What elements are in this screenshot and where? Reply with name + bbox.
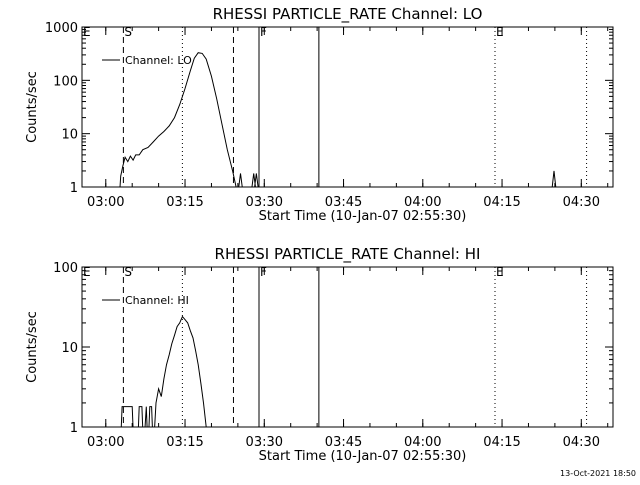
marker-label: E bbox=[496, 265, 504, 279]
marker-label: F bbox=[260, 25, 267, 39]
y-axis-label: Counts/sec bbox=[25, 71, 40, 143]
x-tick-label: 03:30 bbox=[246, 435, 283, 450]
chart-panel-1: RHESSI PARTICLE_RATE Channel: LO 1 10 100 10… bbox=[25, 5, 614, 224]
series-spike bbox=[238, 173, 243, 187]
footer-timestamp: 13-Oct-2021 18:50 bbox=[560, 469, 636, 478]
x-tick-label: 03:15 bbox=[166, 195, 203, 210]
series-line-1 bbox=[119, 52, 237, 187]
y-tick-label: 1 bbox=[70, 181, 78, 196]
marker-label: E bbox=[496, 25, 504, 39]
x-tick-label: 03:45 bbox=[325, 435, 362, 450]
series-spike bbox=[254, 173, 259, 187]
series-line-1 bbox=[120, 315, 207, 427]
y-tick-label: 1000 bbox=[45, 21, 78, 36]
x-tick-label: 03:30 bbox=[246, 195, 283, 210]
x-tick-label: 04:00 bbox=[404, 435, 441, 450]
x-tick-label: 03:00 bbox=[87, 435, 124, 450]
x-tick-label: 04:15 bbox=[483, 195, 520, 210]
legend-entry: Channel: HI bbox=[125, 294, 189, 307]
marker-label: S bbox=[124, 25, 132, 39]
marker-label: S bbox=[124, 265, 132, 279]
marker-label: F bbox=[260, 265, 267, 279]
legend-entry: Channel: LO bbox=[125, 54, 192, 67]
chart-title: RHESSI PARTICLE_RATE Channel: HI bbox=[215, 245, 481, 264]
x-tick-label: 03:00 bbox=[87, 195, 124, 210]
x-axis-label: Start Time (10-Jan-07 02:55:30) bbox=[259, 449, 467, 464]
chart-title: RHESSI PARTICLE_RATE Channel: LO bbox=[213, 5, 483, 24]
marker-label: E bbox=[83, 25, 91, 39]
x-axis-label: Start Time (10-Jan-07 02:55:30) bbox=[259, 209, 467, 224]
x-tick-label: 04:30 bbox=[563, 195, 600, 210]
y-tick-label: 100 bbox=[53, 261, 78, 276]
y-tick-label: 10 bbox=[61, 341, 78, 356]
y-tick-label: 100 bbox=[53, 74, 78, 89]
series-spike bbox=[551, 170, 557, 187]
chart-panel-2: RHESSI PARTICLE_RATE Channel: HI 1 10 100 03… bbox=[25, 245, 614, 464]
panels: RHESSI PARTICLE_RATE Channel: LO11010010… bbox=[25, 5, 614, 464]
x-tick-label: 03:45 bbox=[325, 195, 362, 210]
y-axis-label: Counts/sec bbox=[25, 311, 40, 383]
x-tick-label: 04:15 bbox=[483, 435, 520, 450]
x-tick-label: 04:30 bbox=[563, 435, 600, 450]
marker-label: E bbox=[83, 265, 91, 279]
x-tick-label: 03:15 bbox=[166, 435, 203, 450]
x-tick-label: 04:00 bbox=[404, 195, 441, 210]
plot-frame bbox=[81, 26, 614, 188]
y-tick-label: 1 bbox=[70, 421, 78, 436]
y-tick-label: 10 bbox=[61, 128, 78, 143]
